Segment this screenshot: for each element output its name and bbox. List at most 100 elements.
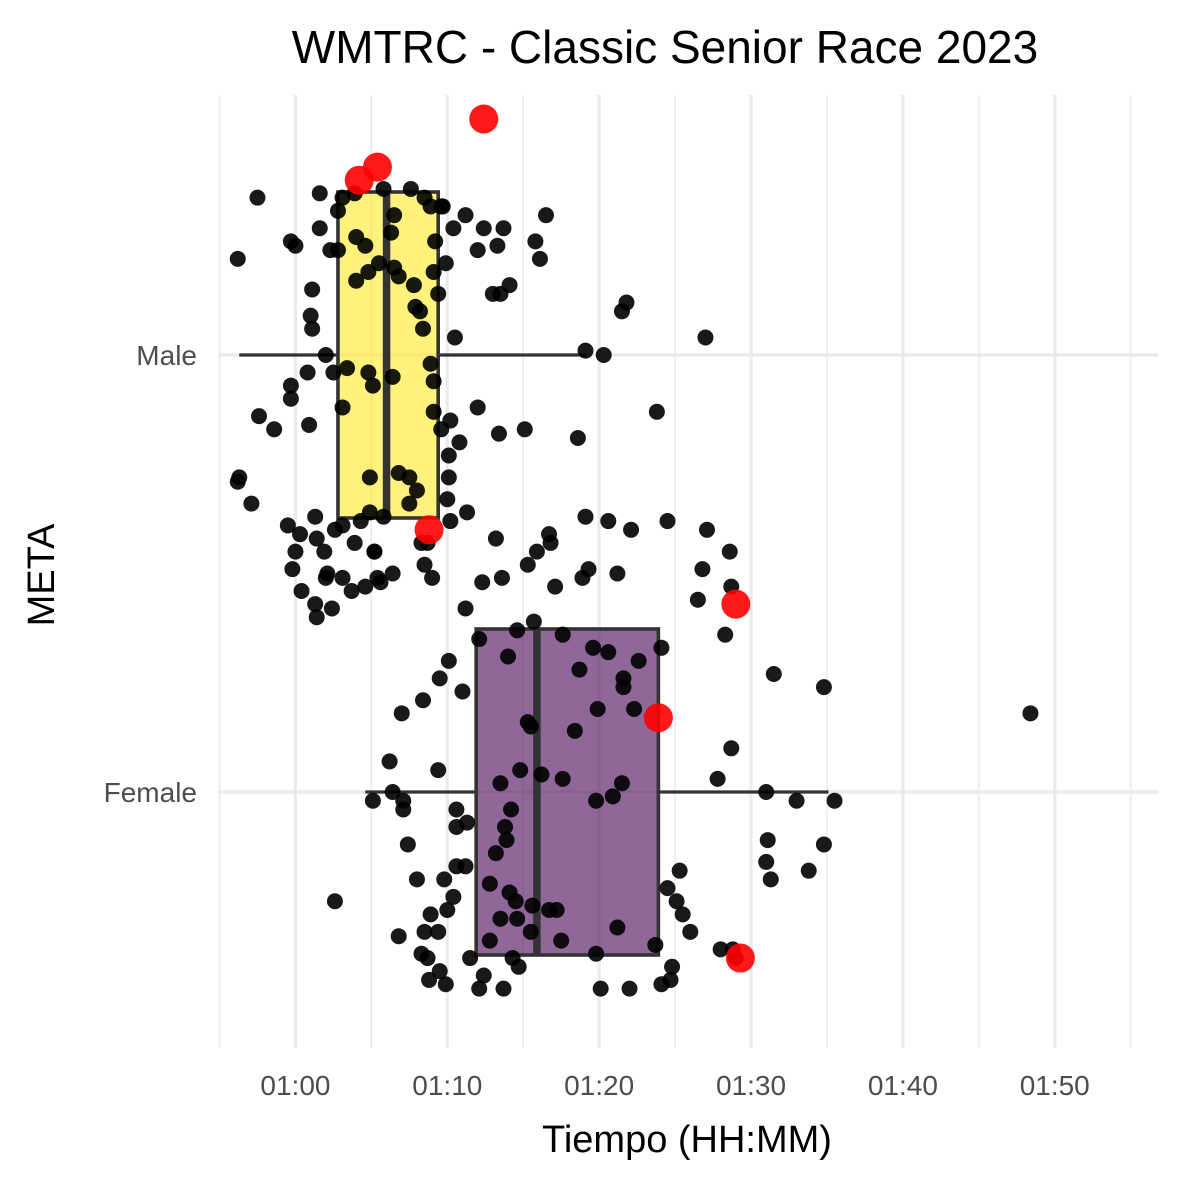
data-point [571, 661, 588, 678]
data-point [531, 250, 548, 267]
data-point [457, 207, 474, 224]
data-point [249, 189, 266, 206]
data-point [311, 220, 328, 237]
x-tick-label: 01:40 [868, 1070, 938, 1101]
data-point [425, 263, 442, 280]
data-point [524, 897, 541, 914]
data-point [434, 198, 451, 215]
highlight-point [725, 943, 755, 973]
data-point [682, 923, 699, 940]
data-point [326, 893, 343, 910]
data-point [440, 469, 457, 486]
x-tick-label: 01:50 [1020, 1070, 1090, 1101]
data-point [533, 766, 550, 783]
data-point [352, 513, 369, 530]
data-point [357, 578, 374, 595]
data-point [411, 303, 428, 320]
data-point [375, 508, 392, 525]
data-point [723, 740, 740, 757]
data-point [600, 513, 617, 530]
data-point [469, 242, 486, 259]
data-point [334, 399, 351, 416]
data-point [431, 963, 448, 980]
data-point [395, 801, 412, 818]
data-point [282, 233, 299, 250]
data-point [405, 277, 422, 294]
data-point [384, 368, 401, 385]
data-point [471, 631, 488, 648]
data-point [361, 469, 378, 486]
data-point [364, 377, 381, 394]
data-point [481, 932, 498, 949]
data-point [445, 220, 462, 237]
data-point [788, 792, 805, 809]
data-point [758, 853, 775, 870]
data-point [765, 666, 782, 683]
data-point [308, 530, 325, 547]
highlight-point [344, 165, 374, 195]
data-point [815, 836, 832, 853]
data-point [445, 888, 462, 905]
data-point [668, 893, 685, 910]
data-point [600, 644, 617, 661]
data-point [509, 622, 526, 639]
data-point [402, 180, 419, 197]
highlight-point [721, 589, 751, 619]
data-point [457, 600, 474, 617]
data-point [299, 364, 316, 381]
data-point [251, 408, 268, 425]
data-point [493, 569, 510, 586]
data-point [492, 910, 509, 927]
data-point [604, 788, 621, 805]
grid-lines [218, 95, 1158, 1048]
data-point [408, 482, 425, 499]
data-point [231, 469, 248, 486]
data-point [826, 792, 843, 809]
data-point [694, 561, 711, 578]
data-point [800, 862, 817, 879]
data-point [430, 285, 447, 302]
data-point [427, 233, 444, 250]
data-point [360, 263, 377, 280]
x-tick-labels: 01:00 01:10 01:20 01:30 01:40 01:50 [260, 1070, 1089, 1101]
data-point [311, 185, 328, 202]
data-point [522, 718, 539, 735]
data-point [671, 862, 688, 879]
data-point [500, 648, 517, 665]
x-tick-label: 01:00 [260, 1070, 330, 1101]
data-point [495, 220, 512, 237]
data-point [497, 818, 514, 835]
point-layer [229, 180, 1039, 997]
data-point [475, 967, 492, 984]
data-point [284, 561, 301, 578]
data-point [553, 932, 570, 949]
data-point [381, 753, 398, 770]
data-point [580, 561, 597, 578]
data-point [659, 513, 676, 530]
data-point [424, 569, 441, 586]
data-point [416, 923, 433, 940]
data-point [348, 272, 365, 289]
data-point [492, 775, 509, 792]
data-point [615, 679, 632, 696]
data-point [436, 871, 453, 888]
data-point [474, 574, 491, 591]
highlight-point [469, 104, 499, 134]
data-point [525, 613, 542, 630]
data-point [721, 543, 738, 560]
data-point [390, 928, 407, 945]
data-point [613, 775, 630, 792]
data-point [481, 875, 498, 892]
data-point [489, 237, 506, 254]
data-point [501, 277, 518, 294]
chart-title: WMTRC - Classic Senior Race 2023 [292, 21, 1038, 73]
data-point [323, 600, 340, 617]
data-point [653, 639, 670, 656]
data-point [648, 403, 665, 420]
data-point [659, 880, 676, 897]
data-point [279, 517, 296, 534]
data-point [487, 530, 504, 547]
y-axis-title: META [21, 523, 63, 626]
data-point [448, 801, 465, 818]
